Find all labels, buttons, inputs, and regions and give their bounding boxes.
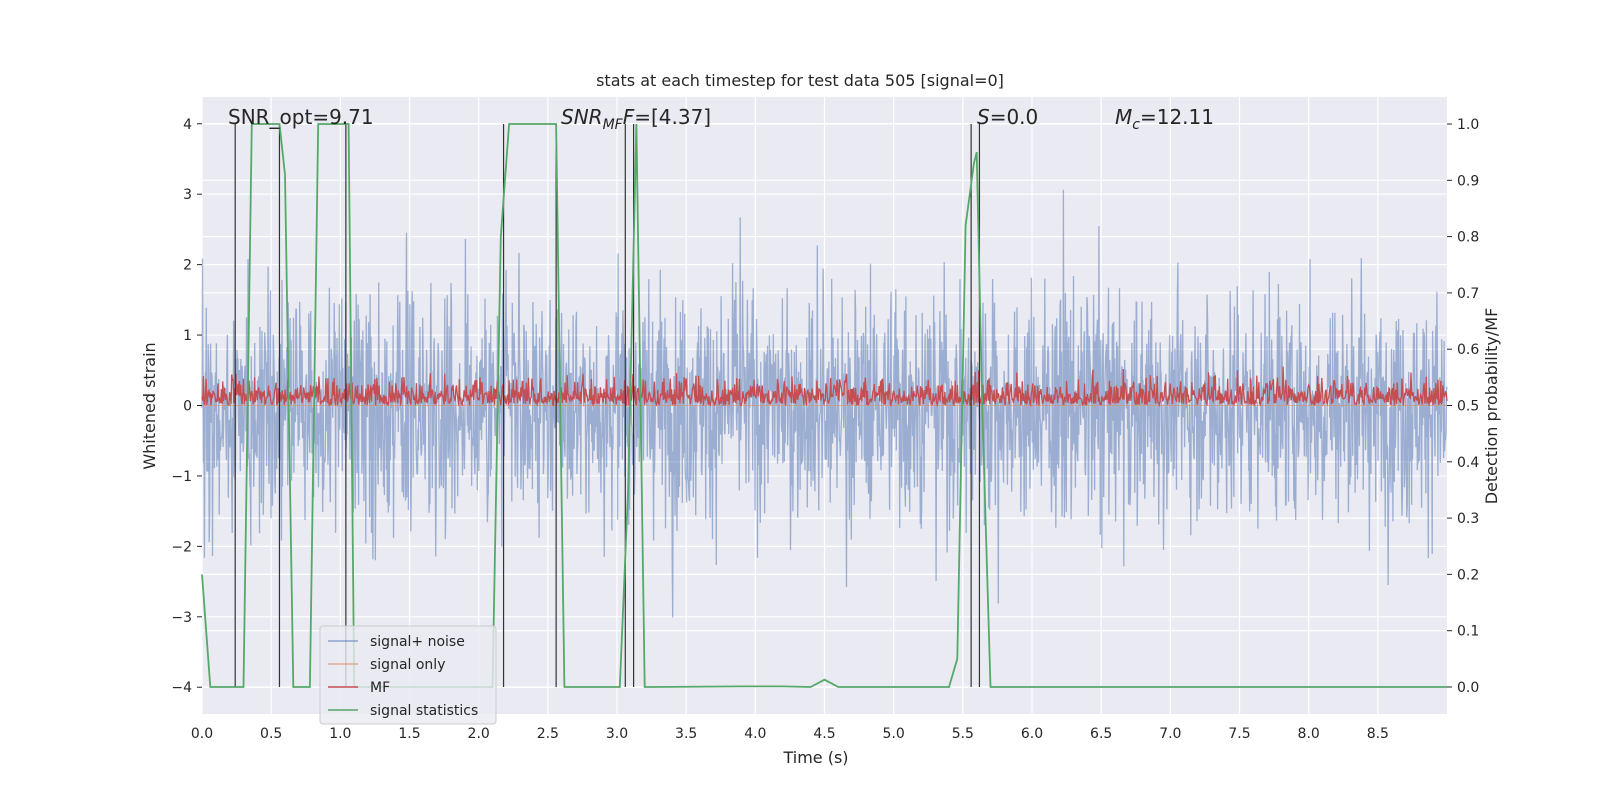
chart-title: stats at each timestep for test data 505… bbox=[596, 71, 1004, 90]
y-right-tick-label: 0.4 bbox=[1457, 455, 1479, 471]
y-left-tick-label: −2 bbox=[171, 539, 192, 555]
legend-label-signal-only: signal only bbox=[370, 657, 445, 673]
x-tick-label: 2.5 bbox=[537, 726, 559, 742]
annotation-snr-opt: SNR_opt=9.71 bbox=[228, 105, 374, 129]
series-detection-markers bbox=[234, 124, 981, 687]
annotation-s: S=0.0 bbox=[977, 105, 1038, 129]
y-right-tick-label: 0.1 bbox=[1457, 624, 1479, 640]
annotation-snr-mf-sub: MF bbox=[603, 117, 624, 133]
y-right-tick-label: 0.8 bbox=[1457, 230, 1479, 246]
legend: signal+ noise signal only MF signal stat… bbox=[319, 625, 497, 725]
y-left-tick-label: −4 bbox=[171, 680, 192, 696]
x-tick-label: 4.0 bbox=[744, 726, 766, 742]
annotation-snr-mf-label: SNR bbox=[561, 105, 603, 129]
annotation-s-label: S bbox=[977, 105, 990, 129]
x-tick-label: 7.5 bbox=[1228, 726, 1250, 742]
x-tick-label: 0.5 bbox=[260, 726, 282, 742]
y-right-tick-label: 0.5 bbox=[1457, 399, 1479, 415]
series-signal-statistics bbox=[201, 123, 1447, 688]
annotation-mc-label: M bbox=[1115, 105, 1132, 129]
x-tick-label: 5.5 bbox=[952, 726, 974, 742]
y-left-tick-label: −1 bbox=[171, 469, 192, 485]
x-tick-label: 1.5 bbox=[398, 726, 420, 742]
x-tick-label: 1.0 bbox=[329, 726, 351, 742]
legend-label-signal-statistics: signal statistics bbox=[370, 703, 478, 719]
y-axis-label-left: Whitened strain bbox=[140, 342, 159, 469]
y-left-tick-label: 0 bbox=[183, 399, 192, 415]
signal-statistics-line bbox=[201, 123, 1447, 688]
annotation-snr-mf: SNRMFF=[4.37] bbox=[561, 105, 711, 133]
annotation-s-value: =0.0 bbox=[990, 105, 1039, 129]
y-right-tick-label: 0.2 bbox=[1457, 567, 1479, 583]
x-tick-label: 8.0 bbox=[1298, 726, 1320, 742]
signal-noise-line bbox=[201, 189, 1448, 618]
y-left-tick-label: 3 bbox=[183, 187, 192, 203]
mf-line bbox=[201, 366, 1448, 408]
series-mf bbox=[201, 366, 1448, 408]
x-tick-label: 6.0 bbox=[1021, 726, 1043, 742]
axes: 0.0 0.5 1.0 1.5 2.0 2.5 3.0 3.5 4.0 4.5 5.0 5.5 6.0 6… bbox=[171, 117, 1479, 742]
x-tick-label: 4.5 bbox=[813, 726, 835, 742]
y-right-tick-label: 0.0 bbox=[1457, 680, 1479, 696]
y-left-tick-label: −3 bbox=[171, 610, 192, 626]
y-right-tick-label: 1.0 bbox=[1457, 117, 1479, 133]
x-tick-label: 0.0 bbox=[191, 726, 213, 742]
x-tick-label: 7.0 bbox=[1159, 726, 1181, 742]
annotation-mc-value: =12.11 bbox=[1140, 105, 1214, 129]
y-axis-label-right: Detection probability/MF bbox=[1482, 308, 1501, 505]
legend-label-mf: MF bbox=[370, 680, 390, 696]
x-tick-label: 8.5 bbox=[1367, 726, 1389, 742]
x-tick-label: 5.0 bbox=[883, 726, 905, 742]
x-tick-label: 3.5 bbox=[675, 726, 697, 742]
x-axis-label: Time (s) bbox=[782, 748, 848, 767]
x-tick-label: 2.0 bbox=[468, 726, 490, 742]
legend-label-signal-noise: signal+ noise bbox=[370, 634, 465, 650]
y-left-tick-label: 2 bbox=[183, 258, 192, 274]
y-right-tick-label: 0.3 bbox=[1457, 511, 1479, 527]
annotation-snr-mf-value: =[4.37] bbox=[634, 105, 711, 129]
series-signal-noise bbox=[201, 189, 1448, 618]
x-tick-label: 6.5 bbox=[1090, 726, 1112, 742]
annotation-mc-sub: c bbox=[1132, 117, 1140, 133]
annotation-mc: Mc=12.11 bbox=[1115, 105, 1214, 133]
y-right-tick-label: 0.6 bbox=[1457, 342, 1479, 358]
y-left-tick-label: 1 bbox=[183, 328, 192, 344]
legend-box bbox=[319, 625, 497, 725]
y-left-tick-label: 4 bbox=[183, 117, 192, 133]
x-tick-label: 3.0 bbox=[606, 726, 628, 742]
y-right-tick-label: 0.7 bbox=[1457, 286, 1479, 302]
y-right-tick-label: 0.9 bbox=[1457, 173, 1479, 189]
